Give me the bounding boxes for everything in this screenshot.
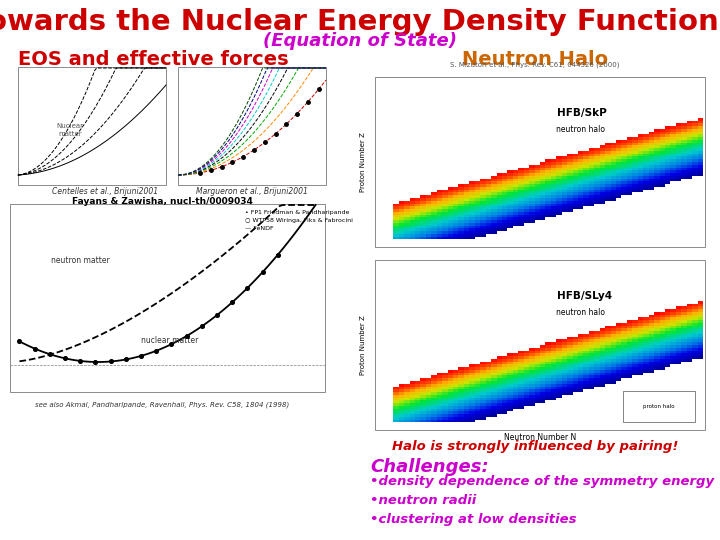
Point [44, 350, 55, 359]
Text: (Equation of State): (Equation of State) [263, 32, 457, 50]
Bar [18, 67, 166, 185]
Text: Towards the Nuclear Energy Density Functional: Towards the Nuclear Energy Density Funct… [0, 8, 720, 36]
Point [226, 298, 238, 307]
Text: Halo is strongly influenced by pairing!: Halo is strongly influenced by pairing! [392, 440, 678, 453]
Bar [375, 77, 705, 247]
Text: Proton Number Z: Proton Number Z [360, 132, 366, 192]
Text: • FP1 Friedman & Pandharipande: • FP1 Friedman & Pandharipande [245, 210, 349, 215]
Text: neutron matter: neutron matter [50, 256, 109, 265]
Point [196, 322, 207, 330]
Point [14, 337, 25, 346]
Bar [10, 204, 325, 392]
Text: HFB/SkP: HFB/SkP [557, 107, 606, 118]
Point [29, 344, 40, 353]
Text: see also Akmal, Pandharipande, Ravenhall, Phys. Rev. C58, 1804 (1998): see also Akmal, Pandharipande, Ravenhall… [35, 402, 289, 408]
Point [166, 340, 177, 348]
Point [135, 352, 147, 360]
Text: nuclear matter: nuclear matter [141, 336, 199, 345]
Point [74, 356, 86, 365]
Text: •clustering at low densities: •clustering at low densities [370, 513, 577, 526]
Point [90, 357, 102, 366]
Point [242, 284, 253, 292]
Text: ○ WTP58 Wiringa, Fiks & Fabrocini: ○ WTP58 Wiringa, Fiks & Fabrocini [245, 218, 353, 223]
Point [257, 268, 269, 276]
Text: — FeNDF: — FeNDF [245, 226, 274, 231]
Point [272, 251, 284, 259]
Point [105, 357, 117, 366]
Text: HFB/SLy4: HFB/SLy4 [557, 291, 611, 301]
Text: neutron halo: neutron halo [557, 125, 606, 133]
Text: Neutron Halo: Neutron Halo [462, 50, 608, 69]
Text: Neutron Number N: Neutron Number N [504, 433, 576, 442]
Text: Nuclear
matter: Nuclear matter [56, 124, 84, 137]
Text: S. Mizutori et al., Phys. Rev. C61, 044326 (2000): S. Mizutori et al., Phys. Rev. C61, 0443… [450, 62, 620, 69]
Text: Centelles et al., Brijuni2001: Centelles et al., Brijuni2001 [52, 187, 158, 196]
Point [150, 347, 162, 355]
Point [120, 355, 132, 364]
Text: neutron halo: neutron halo [557, 308, 606, 316]
Text: proton halo: proton halo [643, 404, 675, 409]
Text: Fayans & Zawisha, nucl-th/0009034: Fayans & Zawisha, nucl-th/0009034 [71, 197, 253, 206]
Bar [178, 67, 326, 185]
Bar [375, 260, 705, 430]
Bar [623, 391, 695, 422]
Text: •density dependence of the symmetry energy: •density dependence of the symmetry ener… [370, 475, 714, 488]
Text: EOS and effective forces: EOS and effective forces [18, 50, 289, 69]
Text: •neutron radii: •neutron radii [370, 494, 476, 507]
Text: Margueron et al., Brijuni2001: Margueron et al., Brijuni2001 [196, 187, 308, 196]
Point [181, 332, 192, 340]
Text: Challenges:: Challenges: [370, 458, 489, 476]
Point [59, 354, 71, 363]
Point [211, 310, 222, 319]
Text: Proton Number Z: Proton Number Z [360, 315, 366, 375]
